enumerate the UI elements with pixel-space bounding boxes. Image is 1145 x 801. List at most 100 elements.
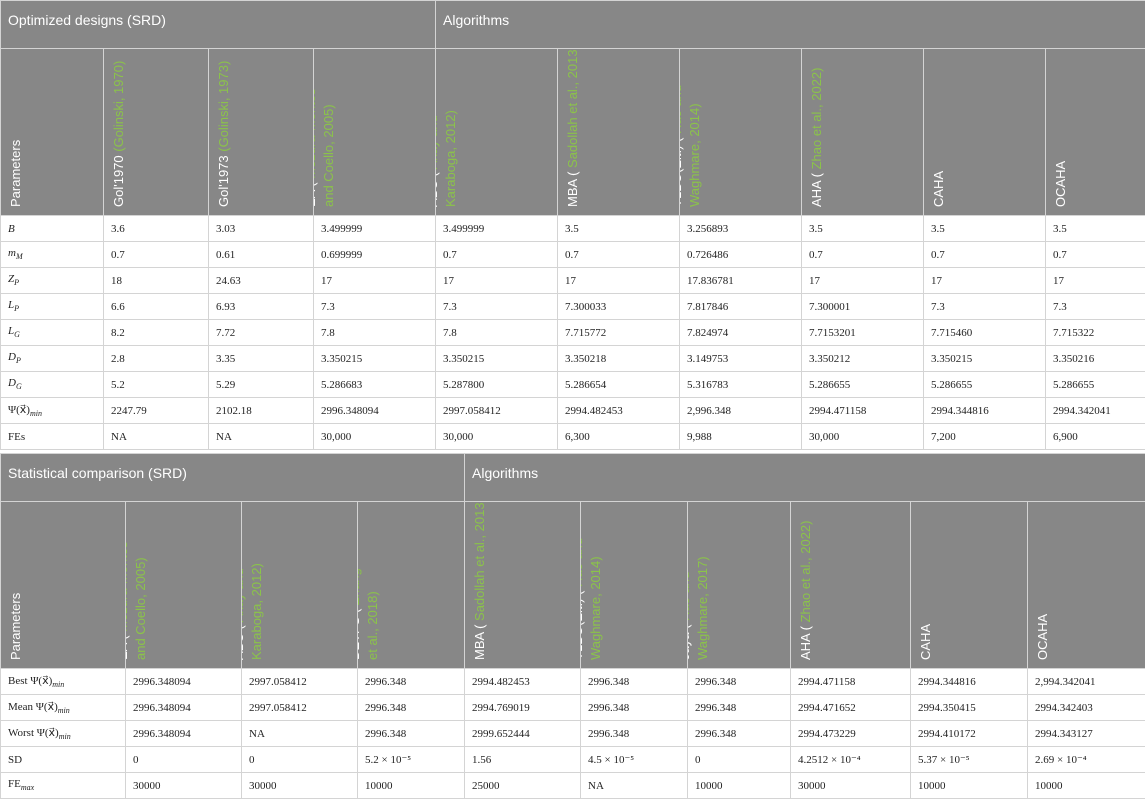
table-cell: 4.5 × 10⁻⁵ [580, 746, 688, 773]
table-cell: 0.7 [103, 241, 209, 268]
table-cell: 7.3 [435, 293, 558, 320]
table-cell: 3.5 [923, 215, 1046, 242]
algorithm-name: ABC ( [435, 172, 441, 207]
citation-link[interactable]: Mezura-Montes [125, 541, 131, 632]
citation-link[interactable]: and Coello, 2005) [133, 557, 148, 660]
table-cell: 3.350215 [923, 345, 1046, 372]
table2-column-header: AHA ( Zhao et al., 2022) [790, 501, 911, 669]
table1-column-header-row: Parameters Gol'1970 (Golinski, 1970) Gol'1… [0, 48, 1145, 216]
table1-column-header: Gol'1973 (Golinski, 1973) [208, 48, 314, 216]
table-cell: 2994.343127 [1026, 720, 1145, 747]
table-cell: 5.37 × 10⁻⁵ [910, 746, 1028, 773]
table-cell: 0.726486 [679, 241, 802, 268]
algorithm-name: OCAHA [1035, 613, 1050, 660]
citation-link[interactable]: Waghmare, 2017) [695, 556, 710, 660]
table-cell: 3.499999 [435, 215, 558, 242]
table1-column-header: CAHA [923, 48, 1046, 216]
algorithm-name: Gol'1970 [111, 155, 126, 207]
citation-link[interactable]: Akay and [435, 115, 441, 170]
citation-link[interactable]: Sadollah et al., 2013) [565, 48, 580, 168]
table-cell: 0.699999 [313, 241, 436, 268]
table-cell: 7.817846 [679, 293, 802, 320]
citation-link[interactable]: Mezura-Montes [313, 88, 319, 179]
table-cell: NA [241, 720, 358, 747]
table-cell: 0 [687, 746, 791, 773]
table-cell: 2997.058412 [241, 668, 358, 695]
table-cell: 2996.348 [580, 668, 688, 695]
table-cell: 2994.342041 [1044, 397, 1145, 424]
row-label: FEmax [0, 772, 126, 799]
table-row: DG 5.2 5.29 5.286683 5.287800 5.286654 5.31678… [0, 371, 1145, 398]
table-cell: 0.7 [435, 241, 558, 268]
row-label: Worst Ψ(x⃗)min [0, 720, 126, 747]
citation-link[interactable]: Karaboga, 2012) [443, 110, 458, 207]
citation-link[interactable]: Zhao et al., 2022) [798, 520, 813, 623]
table1-column-header: OCAHA [1044, 48, 1145, 216]
citation-link[interactable]: Zhao et al., 2022) [809, 67, 824, 170]
table-cell: 7.72 [208, 319, 314, 346]
row-label: Mean Ψ(x⃗)min [0, 694, 126, 721]
citation-link[interactable]: Waghmare, 2014) [687, 103, 702, 207]
table-row: ZP 18 24.63 17 17 17 17.836781 17 17 17 [0, 267, 1145, 294]
table-cell: 5.2 × 10⁻⁵ [357, 746, 465, 773]
table-cell: 2994.344816 [923, 397, 1046, 424]
table-cell: 17 [1044, 267, 1145, 294]
citation-link[interactable]: Akay and [241, 568, 247, 623]
table-cell: 0 [241, 746, 358, 773]
citation-link[interactable]: Rao and [580, 537, 586, 588]
table-cell: 3.149753 [679, 345, 802, 372]
table-cell: 5.287800 [435, 371, 558, 398]
table-cell: 7.3 [923, 293, 1046, 320]
row-label: DP [0, 345, 104, 372]
citation-link[interactable]: Waghmare, 2014) [588, 556, 603, 660]
table2-column-header: MBA ( Sadollah et al., 2013) [464, 501, 581, 669]
table-cell: 5.316783 [679, 371, 802, 398]
table-cell: 7.715772 [557, 319, 680, 346]
table-cell: NA [208, 423, 314, 450]
row-label: Best Ψ(x⃗)min [0, 668, 126, 695]
citation-link[interactable]: Rao and [679, 84, 685, 135]
table2-parameters-header: Parameters [0, 501, 126, 669]
table-cell: 10000 [1026, 772, 1145, 799]
table-row: FEs NA NA 30,000 30,000 6,300 9,988 30,000 7,200… [0, 423, 1145, 450]
table-cell: 3.350218 [557, 345, 680, 372]
table-cell: 3.256893 [679, 215, 802, 242]
statistical-comparison-table: Statistical comparison (SRD) Algorithms … [0, 453, 1145, 799]
table-row: FEmax 30000 30000 10000 25000 NA 10000 30000 100… [0, 772, 1145, 799]
citation-link[interactable]: Karaboga, 2012) [249, 563, 264, 660]
table-cell: 17 [435, 267, 558, 294]
table-cell: 2996.348 [687, 694, 791, 721]
table-cell: 5.286655 [1044, 371, 1145, 398]
citation-link[interactable]: (Golinski, 1973) [216, 60, 231, 152]
table-row: Mean Ψ(x⃗)min 2996.348094 2997.058412 2996.… [0, 694, 1145, 721]
table1-header-left: Optimized designs (SRD) [0, 0, 436, 49]
table-cell: 0.7 [557, 241, 680, 268]
citation-link[interactable]: et al., 2018) [365, 591, 380, 660]
table-cell: 7.715322 [1044, 319, 1145, 346]
citation-link[interactable]: Zhang [357, 568, 363, 606]
table-row: DP 2.8 3.35 3.350215 3.350215 3.350218 3.14975… [0, 345, 1145, 372]
table-cell: NA [580, 772, 688, 799]
citation-link[interactable]: Rao and [687, 571, 693, 621]
table-cell: 0 [125, 746, 242, 773]
citation-link[interactable]: Sadollah et al., 2013) [472, 501, 487, 621]
table-cell: 7.8 [435, 319, 558, 346]
row-label: B [0, 215, 104, 242]
algorithm-name: AHA ( [809, 173, 824, 207]
table-cell: 8.2 [103, 319, 209, 346]
table1-parameters-header: Parameters [0, 48, 104, 216]
table1-column-header: MBA ( Sadollah et al., 2013) [557, 48, 680, 216]
table-cell: 2994.473229 [790, 720, 911, 747]
algorithm-name: EA ( [125, 635, 131, 660]
table-cell: 2996.348094 [125, 694, 242, 721]
algorithm-name: CAHA [918, 623, 933, 660]
table-cell: 17 [923, 267, 1046, 294]
row-label: LP [0, 293, 104, 320]
table-cell: 3.35 [208, 345, 314, 372]
table-cell: 2994.344816 [910, 668, 1028, 695]
table-cell: 2996.348 [687, 668, 791, 695]
citation-link[interactable]: (Golinski, 1970) [111, 60, 126, 152]
citation-link[interactable]: and Coello, 2005) [321, 104, 336, 207]
